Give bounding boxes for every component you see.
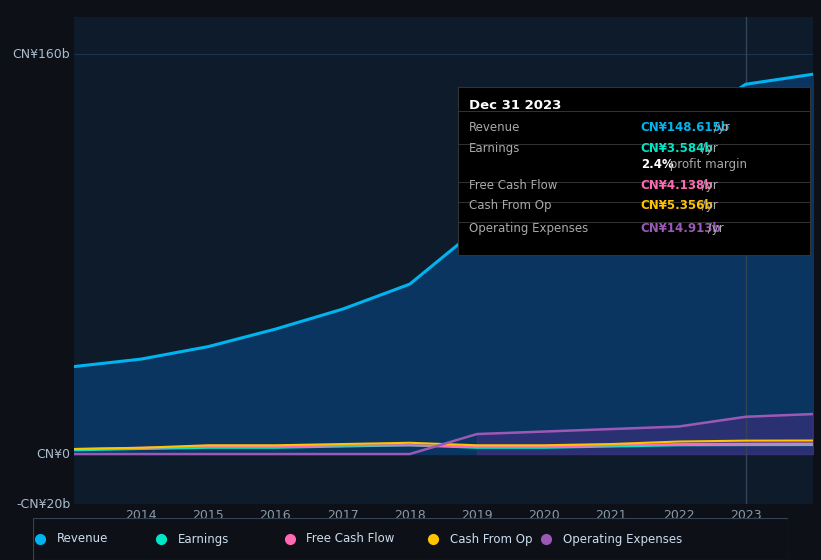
- Text: Revenue: Revenue: [469, 120, 520, 134]
- Text: CN¥14.913b: CN¥14.913b: [641, 222, 722, 235]
- Text: CN¥0: CN¥0: [36, 447, 70, 460]
- Text: Operating Expenses: Operating Expenses: [563, 533, 682, 545]
- Text: /yr: /yr: [704, 222, 724, 235]
- Text: CN¥148.615b: CN¥148.615b: [641, 120, 730, 134]
- Text: Earnings: Earnings: [178, 533, 229, 545]
- Text: /yr: /yr: [710, 120, 730, 134]
- Text: Revenue: Revenue: [57, 533, 108, 545]
- Text: -CN¥20b: -CN¥20b: [16, 497, 70, 511]
- Text: CN¥160b: CN¥160b: [12, 48, 70, 61]
- Text: CN¥3.584b: CN¥3.584b: [641, 142, 713, 155]
- Text: Earnings: Earnings: [469, 142, 520, 155]
- Text: profit margin: profit margin: [666, 158, 747, 171]
- Text: /yr: /yr: [698, 142, 718, 155]
- Text: CN¥5.356b: CN¥5.356b: [641, 199, 713, 212]
- Text: 2.4%: 2.4%: [641, 158, 673, 171]
- Text: Free Cash Flow: Free Cash Flow: [306, 533, 395, 545]
- Text: /yr: /yr: [698, 199, 718, 212]
- Text: /yr: /yr: [698, 179, 718, 192]
- Text: Dec 31 2023: Dec 31 2023: [469, 99, 561, 111]
- Text: CN¥4.138b: CN¥4.138b: [641, 179, 713, 192]
- Text: Free Cash Flow: Free Cash Flow: [469, 179, 557, 192]
- Text: Operating Expenses: Operating Expenses: [469, 222, 588, 235]
- Text: Cash From Op: Cash From Op: [469, 199, 551, 212]
- Text: Cash From Op: Cash From Op: [450, 533, 532, 545]
